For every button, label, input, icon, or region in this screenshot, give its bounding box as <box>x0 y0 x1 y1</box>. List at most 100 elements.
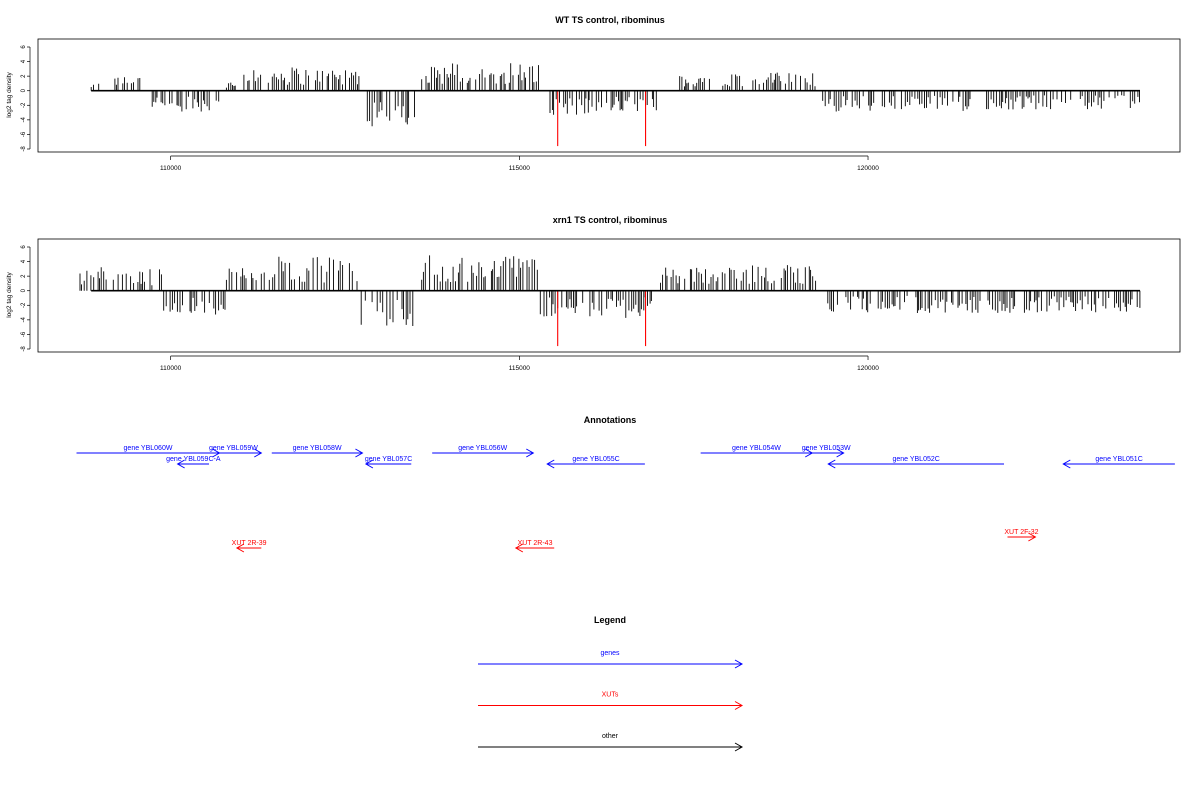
x-tick-label: 115000 <box>509 365 531 372</box>
annotation-gene-ybl054w: gene YBL054W <box>700 445 814 458</box>
annotation-label: gene YBL059W <box>209 445 258 452</box>
y-tick-label: -4 <box>21 117 27 123</box>
y-tick-label: 2 <box>21 74 27 78</box>
annotation-xut-2r-39: XUT 2R-39 <box>232 540 267 553</box>
legend-items: genes XUTs other <box>478 650 744 752</box>
y-tick-label: 4 <box>21 59 27 63</box>
xrn1-track-panel: xrn1 TS control, ribominus log2 tag dens… <box>6 215 1181 372</box>
annotation-label: gene YBL051C <box>1095 456 1142 463</box>
annotation-xut-2f-32: XUT 2F-32 <box>1004 529 1039 542</box>
annotation-arrowhead-icon <box>546 459 555 469</box>
track-0-region-7-bars <box>421 63 539 91</box>
annotation-gene-ybl058w: gene YBL058W <box>271 445 364 458</box>
annotation-label: gene YBL053W <box>802 445 851 452</box>
legend-label: genes <box>600 650 620 657</box>
annotation-gene-ybl056w: gene YBL056W <box>432 445 535 458</box>
annotation-gene-ybl052c: gene YBL052C <box>827 456 1005 469</box>
wt-track-y-axis: 6 4 2 0 -2 -4 -6 -8 <box>21 45 31 152</box>
annotation-arrowhead-icon <box>355 448 364 458</box>
track-0-region-10-bars <box>679 72 816 91</box>
track-0-region-3-bars <box>225 82 236 91</box>
annotation-label: gene YBL060W <box>124 445 173 452</box>
annotation-features: gene YBL060W gene YBL059W gene YBL059C-A ge… <box>76 445 1175 553</box>
annotation-label: gene YBL058W <box>293 445 342 452</box>
annotations-panel: Annotations gene YBL060W gene YBL059Wgene… <box>76 415 1175 553</box>
legend-item-other: other <box>478 733 744 752</box>
wt-track-bars <box>90 63 1140 127</box>
annotation-label: XUT 2F-32 <box>1004 529 1038 536</box>
annotation-arrowhead-icon <box>827 459 836 469</box>
y-tick-label: -6 <box>21 331 27 337</box>
legend-arrowhead-icon <box>734 701 744 710</box>
annotation-label: XUT 2R-43 <box>518 540 553 547</box>
legend-arrowhead-icon <box>734 742 744 752</box>
annotation-gene-ybl051c: gene YBL051C <box>1062 456 1175 469</box>
track-0-region-5-bars <box>267 67 360 91</box>
track-1-region-1-bars <box>163 290 226 315</box>
legend-arrowhead-icon <box>734 659 744 669</box>
y-tick-label: 4 <box>21 259 27 263</box>
annotation-label: gene YBL052C <box>892 456 939 463</box>
annotation-gene-ybl057c: gene YBL057C <box>365 456 412 469</box>
track-1-region-5-bars <box>421 255 538 291</box>
y-tick-label: -8 <box>21 346 27 352</box>
y-tick-label: -2 <box>21 302 27 308</box>
track-0-region-11-bars <box>822 90 971 112</box>
legend-label: XUTs <box>602 692 619 699</box>
track-1-region-8-bars <box>827 290 1141 313</box>
annotation-label: XUT 2R-39 <box>232 540 267 547</box>
annotation-gene-ybl053w: gene YBL053W <box>802 445 851 458</box>
y-tick-label: 0 <box>21 88 27 92</box>
annotation-label: gene YBL057C <box>365 456 412 463</box>
legend-label: other <box>602 733 619 740</box>
track-1-region-4-bars <box>360 290 414 326</box>
track-1-region-0-bars <box>79 267 162 291</box>
xrn1-track-ylabel: log2 tag density <box>6 271 13 317</box>
track-0-region-1-bars <box>114 77 141 91</box>
annotation-label: gene YBL056W <box>458 445 507 452</box>
annotations-title: Annotations <box>584 415 637 425</box>
y-tick-label: 6 <box>21 45 27 49</box>
track-1-region-2-bars <box>225 268 257 291</box>
annotation-arrowhead-icon <box>254 448 263 458</box>
track-0-region-2-bars <box>151 90 220 112</box>
annotation-gene-ybl059c-a: gene YBL059C-A <box>166 456 221 469</box>
track-0-region-4-bars <box>243 70 262 91</box>
annotation-gene-ybl055c: gene YBL055C <box>546 456 645 469</box>
wt-track-ylabel: log2 tag density <box>6 71 13 117</box>
x-tick-label: 120000 <box>857 365 879 372</box>
y-tick-label: -2 <box>21 102 27 108</box>
legend-item-xut: XUTs <box>478 692 744 710</box>
track-0-region-12-bars <box>986 90 1140 110</box>
wt-track-panel: WT TS control, ribominus log2 tag densit… <box>6 15 1181 172</box>
annotation-arrowhead-icon <box>176 459 185 469</box>
y-tick-label: 0 <box>21 288 27 292</box>
legend: Legend genes XUTs other <box>478 615 744 752</box>
x-tick-label: 120000 <box>857 165 879 172</box>
y-tick-label: -6 <box>21 131 27 137</box>
x-tick-label: 110000 <box>160 365 182 372</box>
annotation-arrowhead-icon <box>1028 532 1037 542</box>
track-0-region-0-bars <box>90 83 100 91</box>
annotation-arrowhead-icon <box>514 543 524 553</box>
y-tick-label: 6 <box>21 245 27 249</box>
x-tick-label: 115000 <box>509 165 531 172</box>
legend-item-gene: genes <box>478 650 744 669</box>
track-1-region-7-bars <box>660 265 817 291</box>
annotation-arrowhead-icon <box>526 448 535 458</box>
track-1-region-3-bars <box>260 256 358 291</box>
xrn1-track-frame <box>37 238 1181 353</box>
annotation-label: gene YBL054W <box>732 445 781 452</box>
y-tick-label: 2 <box>21 274 27 278</box>
x-tick-label: 110000 <box>160 165 182 172</box>
annotation-arrowhead-icon <box>235 543 245 553</box>
wt-track-highlights <box>557 90 647 147</box>
track-0-region-9-bars <box>588 90 657 111</box>
xrn1-track-x-axis: 110000 115000 120000 <box>160 355 879 372</box>
annotation-label: gene YBL055C <box>572 456 619 463</box>
wt-track-x-axis: 110000 115000 120000 <box>160 155 879 172</box>
annotation-arrowhead-icon <box>836 448 845 458</box>
y-tick-label: -8 <box>21 146 27 152</box>
